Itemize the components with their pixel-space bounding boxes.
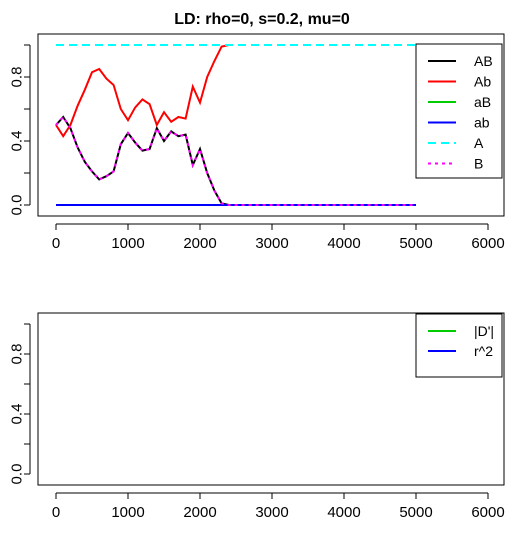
y-tick-label: 0.0 (8, 464, 25, 485)
x-tick-label: 5000 (399, 504, 432, 521)
y-tick-label: 0.8 (8, 67, 25, 88)
series-line-ab (55, 115, 416, 206)
x-tick-label: 3000 (255, 504, 288, 521)
legend: AB Ab aB ab AB (415, 43, 503, 179)
x-tick-label: 0 (52, 504, 60, 521)
chart-title: LD: rho=0, s=0.2, mu=0 (174, 11, 350, 28)
legend-label: B (474, 156, 483, 172)
x-tick-label: 4000 (327, 235, 360, 252)
legend-label: ab (474, 115, 490, 131)
y-tick-label: 0.0 (8, 195, 25, 216)
legend-label: Ab (474, 74, 491, 90)
legend-box (415, 313, 503, 378)
chart-panel-1: LD: rho=0, s=0.2, mu=0 0 1000 2000 3000 4000 5… (8, 11, 504, 252)
x-tick-label: 0 (52, 235, 60, 252)
plot-frame (37, 312, 505, 486)
series-line-ab (55, 44, 230, 139)
x-tick-label: 5000 (399, 235, 432, 252)
y-tick-label: 0.4 (8, 131, 25, 152)
chart-panel-2: 0 1000 2000 3000 4000 5000 6000 0.0 0.4 0.8 |D'| r^… (8, 312, 505, 521)
legend-label: aB (474, 94, 491, 110)
x-tick-label: 6000 (471, 504, 504, 521)
legend-label: r^2 (474, 343, 493, 359)
legend-box (415, 43, 503, 179)
x-tick-label: 4000 (327, 504, 360, 521)
y-tick-label: 0.4 (8, 404, 25, 425)
x-tick-label: 1000 (111, 504, 144, 521)
x-tick-label: 2000 (183, 235, 216, 252)
legend-label: |D'| (474, 323, 494, 339)
x-tick-label: 6000 (471, 235, 504, 252)
legend: |D'| r^2 (415, 313, 503, 378)
series-group (55, 44, 416, 206)
y-tick-label: 0.8 (8, 344, 25, 365)
legend-label: A (474, 135, 484, 151)
series-line-b (55, 115, 416, 206)
plot-frame (37, 33, 505, 217)
x-tick-label: 3000 (255, 235, 288, 252)
x-tick-label: 1000 (111, 235, 144, 252)
legend-label: AB (474, 53, 493, 69)
x-tick-label: 2000 (183, 504, 216, 521)
